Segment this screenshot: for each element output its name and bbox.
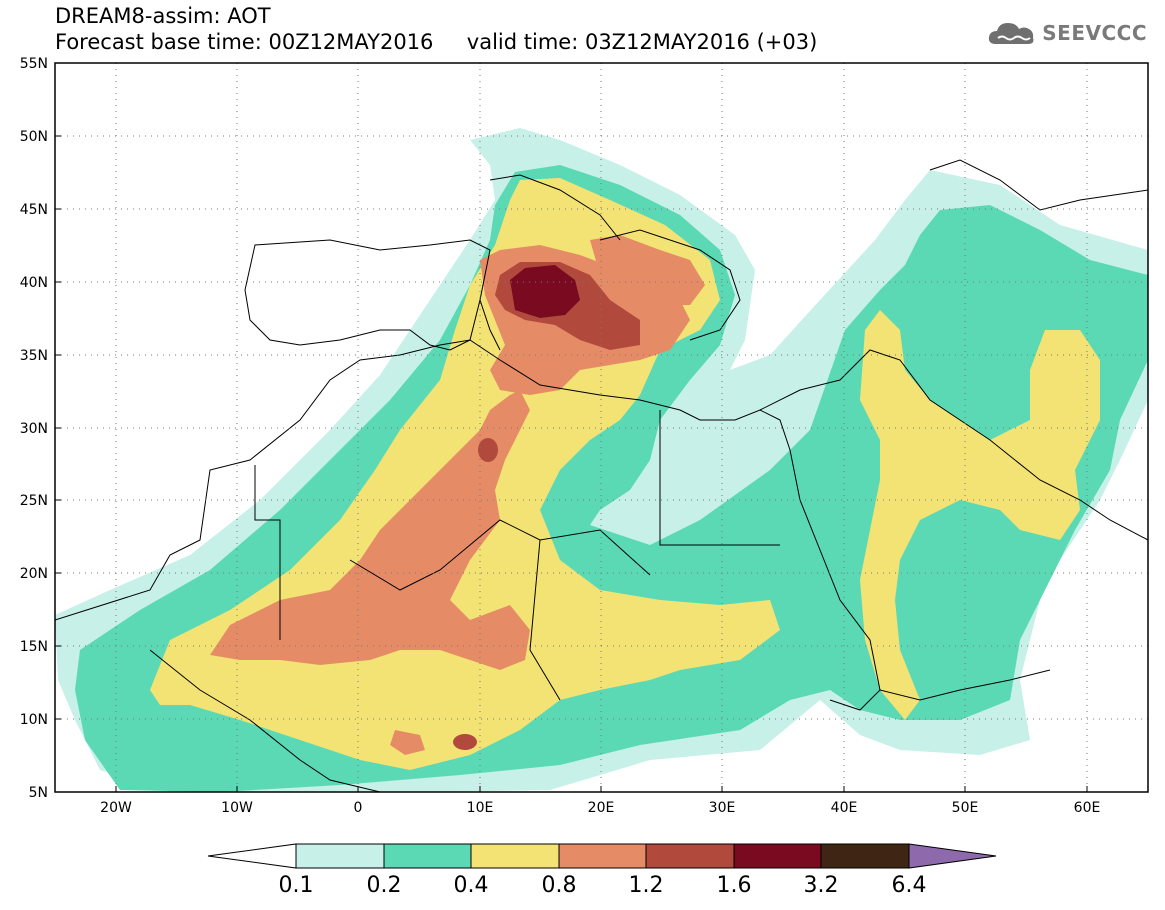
coastlines (55, 159, 1148, 792)
x-axis-labels: 20W 10W 0 10E 20E 30E 40E 50E 60E (100, 800, 1100, 816)
colorbar-label: 0.2 (367, 873, 402, 898)
map-title: DREAM8-assim: AOT (55, 4, 271, 28)
y-tick-label: 45N (20, 202, 48, 218)
aot-band-1-2-spot-2 (453, 734, 477, 750)
colorbar-swatch (383, 843, 472, 869)
aot-band-0-8-small (390, 730, 425, 755)
y-tick-label: 55N (20, 56, 48, 72)
colorbar-swatch (295, 843, 385, 869)
logo: SEEVCCC (988, 20, 1147, 46)
x-tick-label: 20E (588, 800, 615, 816)
x-tick-label: 30E (709, 800, 736, 816)
colorbar-label: 0.1 (279, 873, 314, 898)
graticule (55, 63, 1148, 792)
x-tick-label: 40E (831, 800, 858, 816)
y-tick-label: 50N (20, 129, 48, 145)
colorbar-label: 1.6 (717, 873, 752, 898)
colorbar-under-arrow (207, 843, 297, 869)
aot-band-0-8-balkan (590, 235, 705, 305)
forecast-time-line: Forecast base time: 00Z12MAY2016 valid t… (55, 30, 818, 54)
colorbar-swatch (645, 843, 735, 869)
x-tick-label: 10E (467, 800, 494, 816)
colorbar (207, 843, 997, 869)
colorbar-label: 6.4 (892, 873, 927, 898)
tick-marks (55, 135, 1088, 792)
aot-band-0-8 (210, 390, 530, 670)
aot-band-0-4-arabia (860, 310, 1100, 720)
cloud-icon (989, 23, 1034, 44)
y-tick-label: 30N (20, 421, 48, 437)
colorbar-label: 0.8 (542, 873, 577, 898)
colorbar-swatch (733, 843, 822, 869)
x-tick-label: 0 (354, 800, 363, 816)
y-tick-label: 5N (29, 785, 48, 801)
aot-band-1-2-spot (478, 438, 498, 462)
y-tick-label: 35N (20, 348, 48, 364)
y-tick-label: 25N (20, 493, 48, 509)
y-tick-label: 10N (20, 712, 48, 728)
colorbar-label: 3.2 (804, 873, 839, 898)
y-tick-label: 20N (20, 566, 48, 582)
x-tick-label: 60E (1074, 800, 1101, 816)
colorbar-swatch (558, 843, 647, 869)
x-tick-label: 20W (100, 800, 132, 816)
colorbar-labels: 0.1 0.2 0.4 0.8 1.2 1.6 3.2 6.4 (279, 873, 927, 898)
colorbar-swatch (470, 843, 560, 869)
y-axis-labels: 5N 10N 15N 20N 25N 30N 35N 40N 45N 50N 5… (20, 56, 48, 801)
aot-field (55, 128, 1148, 792)
colorbar-over-arrow (908, 843, 997, 869)
colorbar-label: 1.2 (629, 873, 664, 898)
x-tick-label: 10W (221, 800, 253, 816)
aot-band-1-6 (510, 265, 580, 318)
x-tick-label: 50E (952, 800, 979, 816)
y-tick-label: 15N (20, 639, 48, 655)
colorbar-label: 0.4 (454, 873, 489, 898)
logo-text: SEEVCCC (1042, 21, 1147, 45)
y-tick-label: 40N (20, 275, 48, 291)
colorbar-swatch (820, 843, 910, 869)
